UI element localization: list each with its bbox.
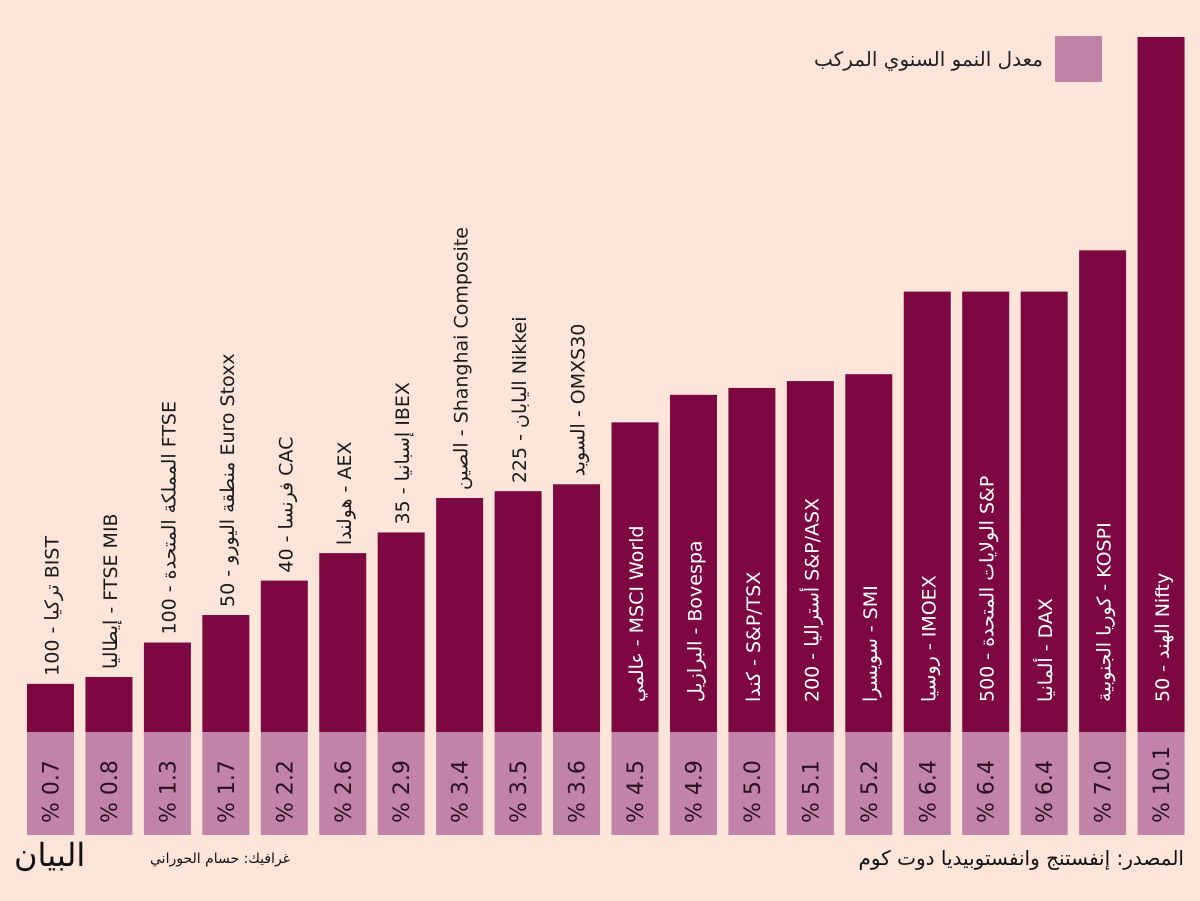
- value-label: % 1.3: [156, 760, 181, 823]
- graphic-credit: غرافيك: حسام الحوراني: [150, 851, 290, 867]
- value-label: % 2.9: [390, 760, 415, 823]
- bar: [494, 491, 542, 732]
- category-label: اليابان - 225 Nikkei: [509, 317, 531, 484]
- bar: [962, 291, 1010, 732]
- bar: [202, 615, 250, 732]
- value-band: [553, 732, 601, 835]
- bar: [260, 580, 308, 732]
- value-band: [1137, 732, 1185, 835]
- bar: [377, 532, 425, 732]
- value-band: [260, 732, 308, 835]
- category-label: السويد - OMXS30: [568, 324, 590, 477]
- category-label: الهند - 50 Nifty: [1152, 573, 1174, 702]
- bar: [786, 381, 834, 732]
- value-label: % 3.4: [449, 760, 474, 823]
- category-label: الصين - Shanghai Composite: [451, 227, 473, 490]
- bar: [845, 374, 893, 732]
- legend-label: معدل النمو السنوي المركب: [814, 47, 1043, 71]
- value-label: % 6.4: [916, 760, 941, 823]
- bar: [143, 642, 191, 732]
- bar: [903, 291, 951, 732]
- value-band: [845, 732, 893, 835]
- value-label: % 0.8: [98, 760, 123, 823]
- category-label: أستراليا - 200 S&P/ASX: [799, 498, 823, 702]
- value-band: [903, 732, 951, 835]
- value-band: [962, 732, 1010, 835]
- category-label: روسيا - IMOEX: [918, 575, 940, 702]
- category-label: منطقة اليورو - 50 Euro Stoxx: [217, 353, 239, 607]
- category-label: سويسرا - SMI: [860, 585, 882, 702]
- value-label: % 5.1: [799, 760, 824, 823]
- value-label: % 3.6: [566, 760, 591, 823]
- value-label: % 1.7: [215, 760, 240, 823]
- category-label: هولندا - AEX: [334, 442, 356, 546]
- category-label: كوريا الجنوبية - KOSPI: [1094, 522, 1116, 702]
- bar: [1137, 37, 1185, 732]
- bar: [1020, 291, 1068, 732]
- bar: [611, 422, 659, 732]
- logo: البيان: [14, 836, 86, 874]
- value-band: [143, 732, 191, 835]
- value-band: [494, 732, 542, 835]
- value-label: % 6.4: [975, 760, 1000, 823]
- value-band: [728, 732, 776, 835]
- value-band: [27, 732, 74, 835]
- category-label: تركيا - 100 BIST: [42, 536, 64, 676]
- value-band: [1079, 732, 1127, 835]
- category-label: إيطاليا - FTSE MIB: [100, 513, 123, 669]
- category-label: فرنسا - 40 CAC: [275, 437, 297, 573]
- value-label: % 5.2: [858, 760, 883, 823]
- bar: [319, 553, 367, 732]
- legend: معدل النمو السنوي المركب: [814, 36, 1102, 82]
- value-band: [786, 732, 834, 835]
- value-label: % 4.9: [682, 760, 707, 823]
- legend-swatch: [1055, 36, 1102, 82]
- value-band: [436, 732, 484, 835]
- category-label: إسبانيا - 35 IBEX: [392, 382, 415, 524]
- value-label: % 7.0: [1092, 760, 1117, 823]
- category-label: الولايات المتحدة - 500 S&P: [977, 476, 999, 702]
- value-label: % 6.4: [1033, 760, 1058, 823]
- value-band: [669, 732, 717, 835]
- value-label: % 10.1: [1150, 746, 1175, 823]
- value-band: [319, 732, 367, 835]
- value-band: [611, 732, 659, 835]
- bar: [27, 683, 74, 732]
- value-band: [202, 732, 250, 835]
- category-label: البرازيل - Bovespa: [684, 540, 706, 702]
- category-label: كندا - S&P/TSX: [743, 572, 765, 702]
- value-label: % 0.7: [40, 760, 65, 823]
- bar: [553, 484, 601, 732]
- bar: [669, 394, 717, 732]
- source-note: المصدر: إنفستنج وانفستوبيديا دوت كوم: [858, 846, 1184, 870]
- value-label: % 5.0: [741, 760, 766, 823]
- value-band: [1020, 732, 1068, 835]
- value-label: % 3.5: [507, 760, 532, 823]
- bar: [728, 387, 776, 732]
- bar: [436, 498, 484, 732]
- value-label: % 4.5: [624, 760, 649, 823]
- value-band: [85, 732, 133, 835]
- value-label: % 2.6: [332, 760, 357, 823]
- category-label: ألمانيا - DAX: [1033, 598, 1057, 702]
- bar: [85, 676, 133, 732]
- bar: [1079, 250, 1127, 732]
- value-band: [377, 732, 425, 835]
- category-label: عالمي - MSCI World: [626, 526, 648, 703]
- category-label: المملكة المتحدة - 100 FTSE: [158, 401, 180, 635]
- value-label: % 2.2: [273, 760, 298, 823]
